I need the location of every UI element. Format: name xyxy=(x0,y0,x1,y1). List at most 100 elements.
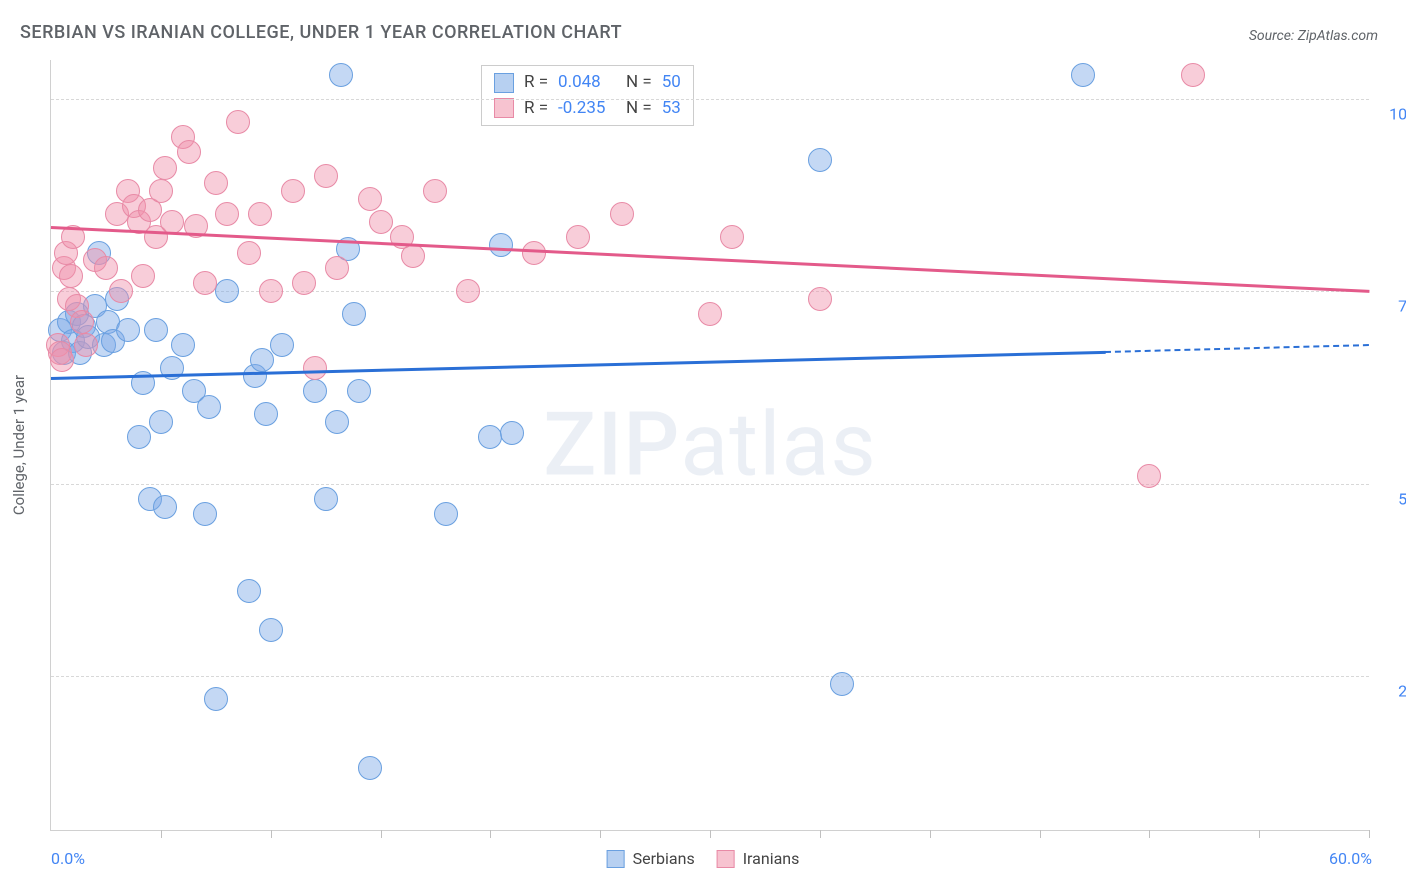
x-tick xyxy=(1040,830,1041,838)
data-point xyxy=(292,271,316,295)
r-value: 0.048 xyxy=(558,70,616,96)
data-point xyxy=(74,333,98,357)
data-point xyxy=(270,333,294,357)
data-point xyxy=(456,279,480,303)
legend-label: Iranians xyxy=(743,849,800,868)
legend-swatch xyxy=(494,73,514,93)
x-tick xyxy=(600,830,601,838)
data-point xyxy=(347,379,371,403)
data-point xyxy=(250,348,274,372)
trendline xyxy=(51,351,1105,380)
data-point xyxy=(303,356,327,380)
data-point xyxy=(830,672,854,696)
n-label: N = xyxy=(626,70,652,96)
gridline xyxy=(51,291,1369,292)
data-point xyxy=(248,202,272,226)
data-point xyxy=(177,140,201,164)
legend-stat-row: R = 0.048 N = 50 xyxy=(494,70,681,96)
data-point xyxy=(215,279,239,303)
x-tick xyxy=(271,830,272,838)
gridline xyxy=(51,99,1369,100)
legend-swatch xyxy=(607,850,625,868)
data-point xyxy=(204,171,228,195)
data-point xyxy=(342,302,366,326)
legend-item: Iranians xyxy=(717,849,800,868)
data-point xyxy=(204,687,228,711)
data-point xyxy=(281,179,305,203)
data-point xyxy=(153,495,177,519)
x-tick xyxy=(161,830,162,838)
data-point xyxy=(808,148,832,172)
x-tick xyxy=(930,830,931,838)
data-point xyxy=(369,210,393,234)
data-point xyxy=(109,279,133,303)
data-point xyxy=(254,402,278,426)
legend-series: Serbians Iranians xyxy=(607,849,800,868)
data-point xyxy=(193,502,217,526)
legend-swatch xyxy=(494,98,514,118)
data-point xyxy=(610,202,634,226)
data-point xyxy=(59,264,83,288)
y-tick-label: 75.0% xyxy=(1381,297,1406,316)
y-tick-label: 100.0% xyxy=(1381,104,1406,123)
chart-container: SERBIAN VS IRANIAN COLLEGE, UNDER 1 YEAR… xyxy=(0,0,1406,892)
data-point xyxy=(237,241,261,265)
y-tick-label: 50.0% xyxy=(1381,489,1406,508)
data-point xyxy=(259,279,283,303)
data-point xyxy=(215,202,239,226)
trendline-dashed xyxy=(1105,344,1369,353)
y-tick-label: 25.0% xyxy=(1381,682,1406,701)
data-point xyxy=(70,310,94,334)
x-tick xyxy=(820,830,821,838)
data-point xyxy=(522,241,546,265)
r-label: R = xyxy=(524,70,548,96)
y-axis-title: College, Under 1 year xyxy=(10,375,28,515)
x-tick xyxy=(710,830,711,838)
x-axis-label: 0.0% xyxy=(51,849,85,868)
data-point xyxy=(489,233,513,257)
data-point xyxy=(259,618,283,642)
data-point xyxy=(314,164,338,188)
gridline xyxy=(51,484,1369,485)
chart-title: SERBIAN VS IRANIAN COLLEGE, UNDER 1 YEAR… xyxy=(20,22,622,43)
data-point xyxy=(131,264,155,288)
data-point xyxy=(698,302,722,326)
x-tick xyxy=(490,830,491,838)
data-point xyxy=(314,487,338,511)
plot-area: ZIPatlas College, Under 1 year R =0.048N… xyxy=(50,60,1369,831)
legend-label: Serbians xyxy=(633,849,695,868)
data-point xyxy=(434,502,458,526)
data-point xyxy=(127,425,151,449)
data-point xyxy=(160,210,184,234)
x-tick xyxy=(1259,830,1260,838)
data-point xyxy=(153,156,177,180)
x-tick xyxy=(381,830,382,838)
data-point xyxy=(401,244,425,268)
data-point xyxy=(478,425,502,449)
data-point xyxy=(358,187,382,211)
x-axis-label: 60.0% xyxy=(1329,849,1372,868)
data-point xyxy=(144,318,168,342)
data-point xyxy=(171,333,195,357)
data-point xyxy=(149,179,173,203)
watermark: ZIPatlas xyxy=(543,394,877,497)
data-point xyxy=(500,421,524,445)
data-point xyxy=(325,410,349,434)
gridline xyxy=(51,676,1369,677)
data-point xyxy=(50,348,74,372)
data-point xyxy=(325,256,349,280)
data-point xyxy=(226,110,250,134)
data-point xyxy=(149,410,173,434)
x-tick xyxy=(1369,830,1370,838)
data-point xyxy=(1137,464,1161,488)
legend-stats: R =0.048N =50R =-0.235N =53 xyxy=(481,65,694,126)
legend-swatch xyxy=(717,850,735,868)
data-point xyxy=(197,395,221,419)
data-point xyxy=(358,756,382,780)
data-point xyxy=(116,318,140,342)
data-point xyxy=(193,271,217,295)
data-point xyxy=(1181,63,1205,87)
n-value: 50 xyxy=(662,70,681,96)
data-point xyxy=(423,179,447,203)
data-point xyxy=(808,287,832,311)
